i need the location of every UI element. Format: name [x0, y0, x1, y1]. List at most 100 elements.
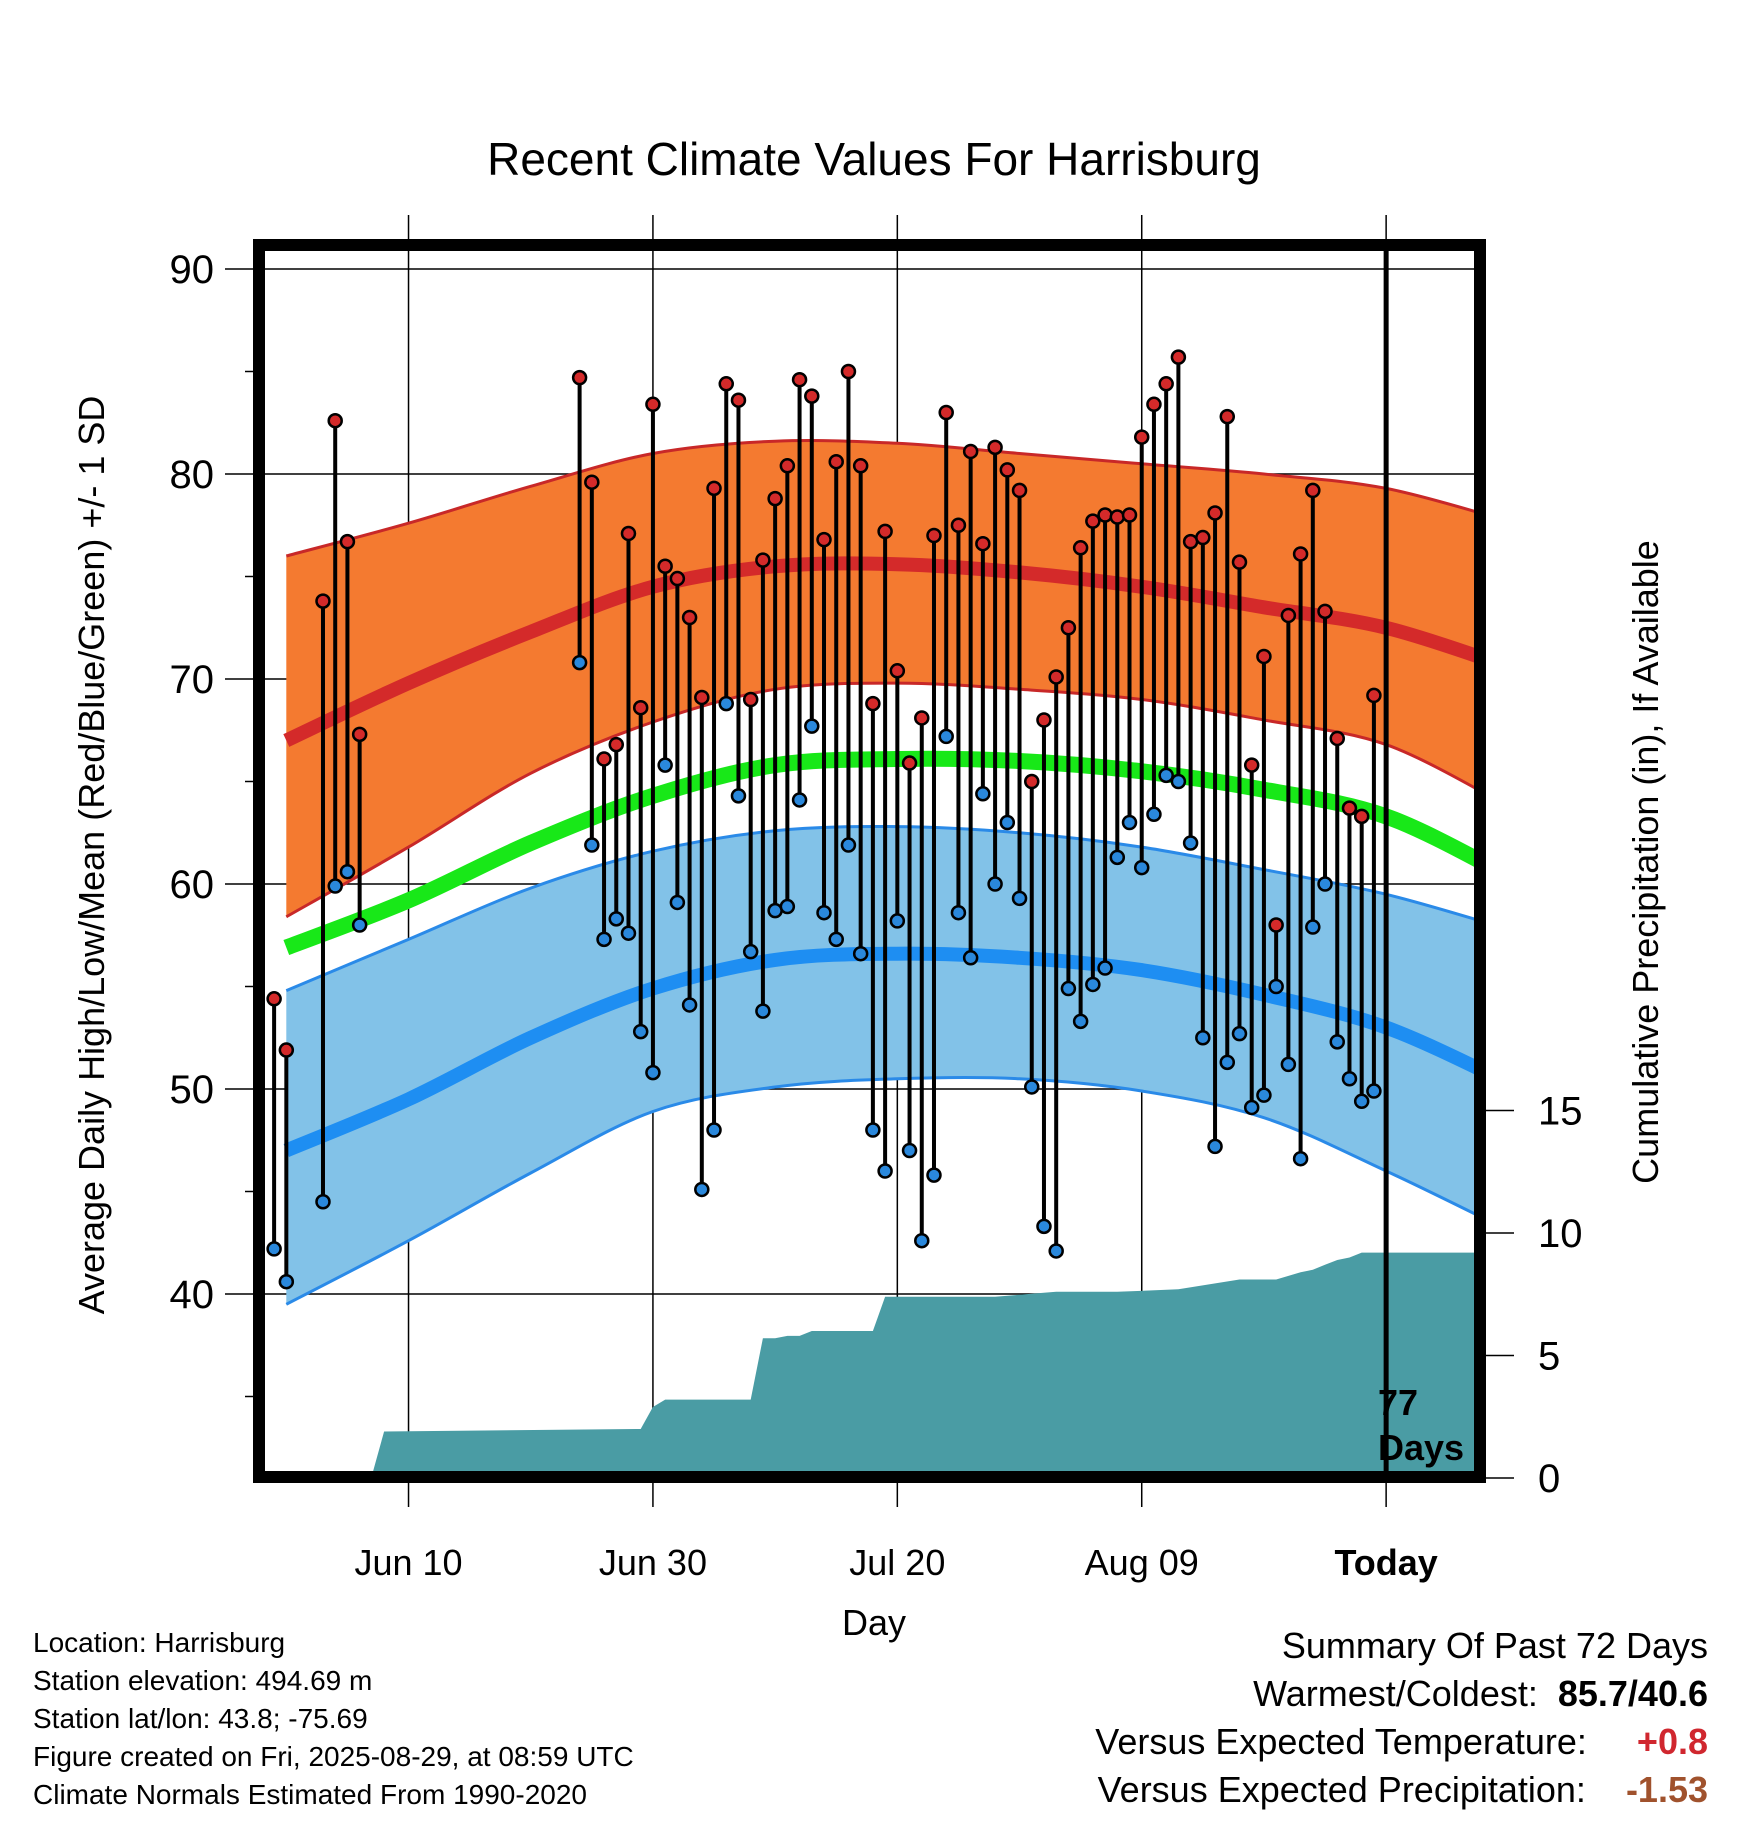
low-point: [596, 931, 612, 948]
y2-tick-label: 5: [1538, 1335, 1560, 1379]
high-point: [779, 458, 796, 474]
high-point: [1158, 376, 1174, 392]
low-point: [1060, 980, 1077, 997]
high-point: [339, 533, 356, 550]
high-point: [1268, 917, 1284, 933]
low-point: [755, 1003, 771, 1019]
axes: 40 50 60 70 80 90 0 5 10 15 Jun 10 Jun 30 Jul 20 Aug …: [170, 215, 1583, 1583]
precip-area: [274, 1252, 1480, 1477]
low-point: [877, 1163, 893, 1179]
low-point: [1243, 1099, 1260, 1116]
low-point: [1268, 978, 1284, 995]
high-point: [608, 736, 625, 753]
high-point: [1280, 607, 1297, 624]
high-point: [584, 474, 600, 490]
low-point: [1109, 849, 1126, 866]
high-point: [926, 527, 942, 544]
y-axis-label: Average Daily High/Low/Mean (Red/Blue/Gr…: [71, 396, 112, 1315]
y2-tick-label: 10: [1538, 1212, 1583, 1256]
low-point: [694, 1181, 710, 1198]
low-point: [1048, 1243, 1064, 1259]
high-point: [1231, 554, 1248, 570]
low-point: [889, 913, 906, 929]
low-point: [975, 786, 991, 802]
high-point: [816, 531, 832, 548]
y-tick-label: 50: [170, 1068, 215, 1112]
high-point: [828, 453, 844, 470]
high-point: [1133, 429, 1150, 445]
high-point: [315, 593, 331, 609]
low-point: [718, 695, 734, 712]
high-point: [1317, 603, 1333, 620]
low-point: [1146, 806, 1162, 823]
high-point: [1195, 529, 1211, 546]
low-point: [950, 904, 967, 921]
y-tick-label: 60: [170, 863, 215, 907]
high-point: [327, 412, 343, 429]
high-point: [694, 689, 710, 706]
low-point: [1353, 1093, 1370, 1110]
low-point: [730, 788, 747, 804]
high-point: [1060, 620, 1077, 636]
high-point: [571, 369, 588, 386]
created-text: Figure created on Fri, 2025-08-29, at 08…: [33, 1741, 634, 1772]
warmest-coldest-row: Warmest/Coldest: 85.7/40.6: [1095, 1670, 1708, 1718]
low-point: [278, 1273, 295, 1290]
low-point: [926, 1167, 942, 1183]
low-point: [742, 943, 759, 960]
high-point: [889, 663, 906, 679]
high-point: [791, 371, 808, 388]
low-point: [1305, 919, 1321, 935]
high-point: [877, 523, 893, 540]
low-point: [865, 1122, 881, 1138]
low-point: [339, 863, 356, 880]
high-point: [596, 751, 612, 767]
x-tick-label: Jun 30: [599, 1542, 707, 1583]
low-point: [1036, 1218, 1052, 1235]
high-point: [1207, 505, 1223, 521]
high-point: [1305, 482, 1321, 499]
low-point: [1072, 1013, 1089, 1030]
low-point: [1085, 976, 1101, 993]
low-point: [1366, 1083, 1382, 1099]
high-point: [755, 552, 771, 568]
low-point: [584, 837, 600, 853]
low-point: [327, 878, 343, 894]
low-point: [1231, 1025, 1248, 1042]
y2-axis-label: Cumulative Precipitation (in), If Availa…: [1625, 540, 1666, 1184]
temp-anomaly-value: +0.8: [1636, 1721, 1708, 1762]
high-point: [1121, 507, 1138, 523]
high-point: [1353, 808, 1370, 825]
high-point: [840, 363, 857, 380]
low-point: [791, 792, 808, 808]
chart-title: Recent Climate Values For Harrisburg: [487, 133, 1261, 185]
x-tick-label: Jun 10: [354, 1542, 462, 1583]
high-point: [1341, 800, 1358, 816]
high-point: [620, 525, 637, 542]
precip-anomaly-row: Versus Expected Precipitation: -1.53: [1095, 1766, 1708, 1814]
high-point: [1097, 507, 1113, 523]
low-point: [828, 931, 844, 948]
high-point: [657, 558, 673, 574]
plot-frame: [253, 239, 1486, 1483]
high-point: [1109, 509, 1126, 525]
y-tick-label: 90: [170, 248, 215, 292]
high-point: [706, 480, 722, 497]
low-point: [706, 1122, 722, 1138]
low-point: [1256, 1087, 1272, 1103]
low-point: [999, 814, 1016, 831]
high-point: [950, 517, 967, 533]
high-point: [632, 699, 649, 716]
station-info: Location: Harrisburg Station elevation: …: [33, 1624, 634, 1814]
x-axis-label: Day: [842, 1602, 906, 1643]
high-point: [1011, 482, 1028, 499]
summary-panel: Summary Of Past 72 Days Warmest/Coldest:…: [1095, 1622, 1708, 1814]
low-point: [657, 757, 673, 773]
low-point: [1317, 876, 1333, 892]
low-point: [914, 1232, 930, 1249]
low-point: [1182, 835, 1199, 851]
low-point: [608, 911, 625, 927]
warmest-coldest-value: 85.7/40.6: [1557, 1673, 1708, 1714]
high-point: [1048, 669, 1064, 685]
y2-tick-label: 15: [1538, 1090, 1583, 1134]
